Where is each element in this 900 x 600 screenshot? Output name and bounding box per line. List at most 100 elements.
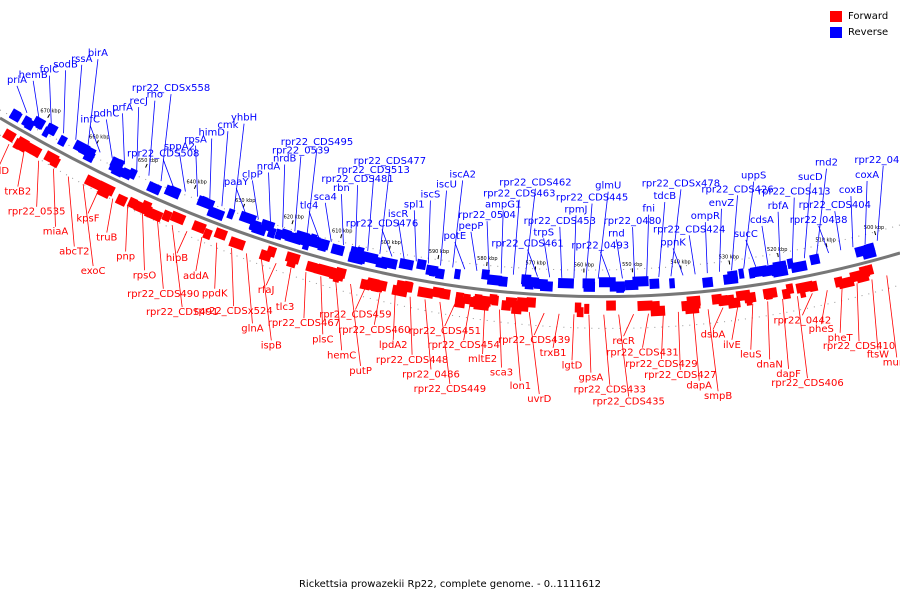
gene-feature xyxy=(624,279,639,291)
gene-feature xyxy=(41,126,52,138)
leader-line xyxy=(265,263,277,286)
gene-feature xyxy=(469,296,488,309)
gene-label: rpr22_CDS431 xyxy=(606,348,678,359)
gene-label: rssA xyxy=(71,54,93,65)
legend: Forward Reverse xyxy=(830,8,900,40)
gene-label: rpsA xyxy=(184,135,207,146)
leader-line xyxy=(618,314,630,397)
gene-label: trxB2 xyxy=(4,187,31,198)
gene-label: recJ xyxy=(129,96,148,107)
leader-line xyxy=(731,305,739,340)
gene-feature xyxy=(583,281,596,292)
leader-line xyxy=(444,303,456,327)
gene-label: folD xyxy=(0,166,9,177)
gene-feature xyxy=(526,297,537,308)
gene-label: rpr22_0486 xyxy=(402,369,460,380)
reverse-strand-features xyxy=(8,108,877,293)
gene-label: rpr22_CDS463 xyxy=(483,189,555,200)
tick-mark xyxy=(825,243,828,248)
leader-line xyxy=(802,293,813,316)
leader-line xyxy=(712,307,724,330)
tick-label: 500 kbp xyxy=(864,225,884,231)
leader-line xyxy=(381,229,393,257)
gene-feature xyxy=(23,141,43,159)
leader-line xyxy=(209,138,213,202)
gene-label: sucC xyxy=(734,229,758,240)
leader-line xyxy=(707,309,719,392)
gene-feature xyxy=(649,278,660,289)
gene-feature xyxy=(274,228,284,241)
gene-feature xyxy=(114,193,129,207)
gene-label: rpr22_CDS508 xyxy=(127,148,199,159)
gene-label: rpr22_CDS435 xyxy=(592,397,664,408)
leader-line xyxy=(731,195,738,271)
legend-forward-label: Forward xyxy=(848,10,889,22)
leader-line xyxy=(820,290,828,325)
gene-label: clpP xyxy=(242,169,263,180)
gene-label: gpsA xyxy=(579,373,604,384)
leader-line xyxy=(513,310,521,381)
gene-feature xyxy=(861,246,877,260)
leader-line xyxy=(176,230,188,254)
tick-label: 570 kbp xyxy=(525,260,545,266)
leader-line xyxy=(373,290,381,325)
gene-label: glmU xyxy=(595,181,621,192)
leader-line xyxy=(632,227,635,279)
gene-label: paaY xyxy=(224,177,250,188)
leader-line xyxy=(777,211,781,263)
forward-strand-features xyxy=(1,128,875,318)
gene-feature xyxy=(669,278,676,289)
leader-line xyxy=(63,70,66,134)
gene-label: coxB xyxy=(839,185,863,196)
gene-label: dapF xyxy=(776,369,801,380)
leader-line xyxy=(195,236,203,272)
gene-feature xyxy=(746,293,753,304)
gene-label: sucD xyxy=(798,172,823,183)
gene-label: spl1 xyxy=(404,199,425,210)
leader-line xyxy=(603,314,611,385)
gene-label: rpr22_0480 xyxy=(604,216,662,227)
gene-label: rbfA xyxy=(768,201,789,212)
gene-label: dapA xyxy=(686,381,712,392)
tick-label: 660 kbp xyxy=(89,135,109,141)
gene-feature xyxy=(161,209,173,222)
gene-label: rpr22_CDS477 xyxy=(354,156,426,167)
gene-feature xyxy=(258,249,273,263)
leader-line xyxy=(527,249,538,277)
leader-line xyxy=(324,202,332,242)
gene-feature xyxy=(294,230,311,244)
leader-line xyxy=(818,225,830,254)
tick-mark xyxy=(291,220,294,225)
gene-label: pdhC xyxy=(93,108,119,119)
leader-line xyxy=(692,310,700,381)
leader-line xyxy=(672,248,684,276)
leader-line xyxy=(886,275,898,358)
gene-feature xyxy=(481,269,490,280)
leader-line xyxy=(16,85,28,114)
gene-feature xyxy=(15,135,31,151)
gene-feature xyxy=(313,263,332,278)
gene-label: iscU xyxy=(436,180,457,191)
tick-label: 590 kbp xyxy=(429,249,449,255)
gene-label: rho xyxy=(147,90,163,101)
gene-label: sppA2 xyxy=(164,142,195,153)
outer-dotted-ring xyxy=(0,109,900,271)
gene-feature xyxy=(574,302,582,313)
gene-feature xyxy=(738,268,745,279)
gene-label: rfaJ xyxy=(258,285,275,296)
gene-feature xyxy=(1,128,17,143)
leader-line xyxy=(178,152,186,192)
gene-label: dnaN xyxy=(757,359,783,370)
gene-label: rpr22_CDS448 xyxy=(376,355,448,366)
gene-feature xyxy=(163,184,182,200)
gene-label: tlc4 xyxy=(300,200,319,211)
gene-label: rpr22_CDS453 xyxy=(524,216,596,227)
gene-feature xyxy=(606,300,616,311)
gene-label: nrdA xyxy=(257,162,281,173)
gene-label: rpr22_CDS404 xyxy=(799,200,871,211)
gene-feature xyxy=(790,260,808,274)
gene-label: prfA xyxy=(112,102,133,113)
gene-label: rpr22_CDS413 xyxy=(758,187,830,198)
leader-line xyxy=(89,125,101,153)
